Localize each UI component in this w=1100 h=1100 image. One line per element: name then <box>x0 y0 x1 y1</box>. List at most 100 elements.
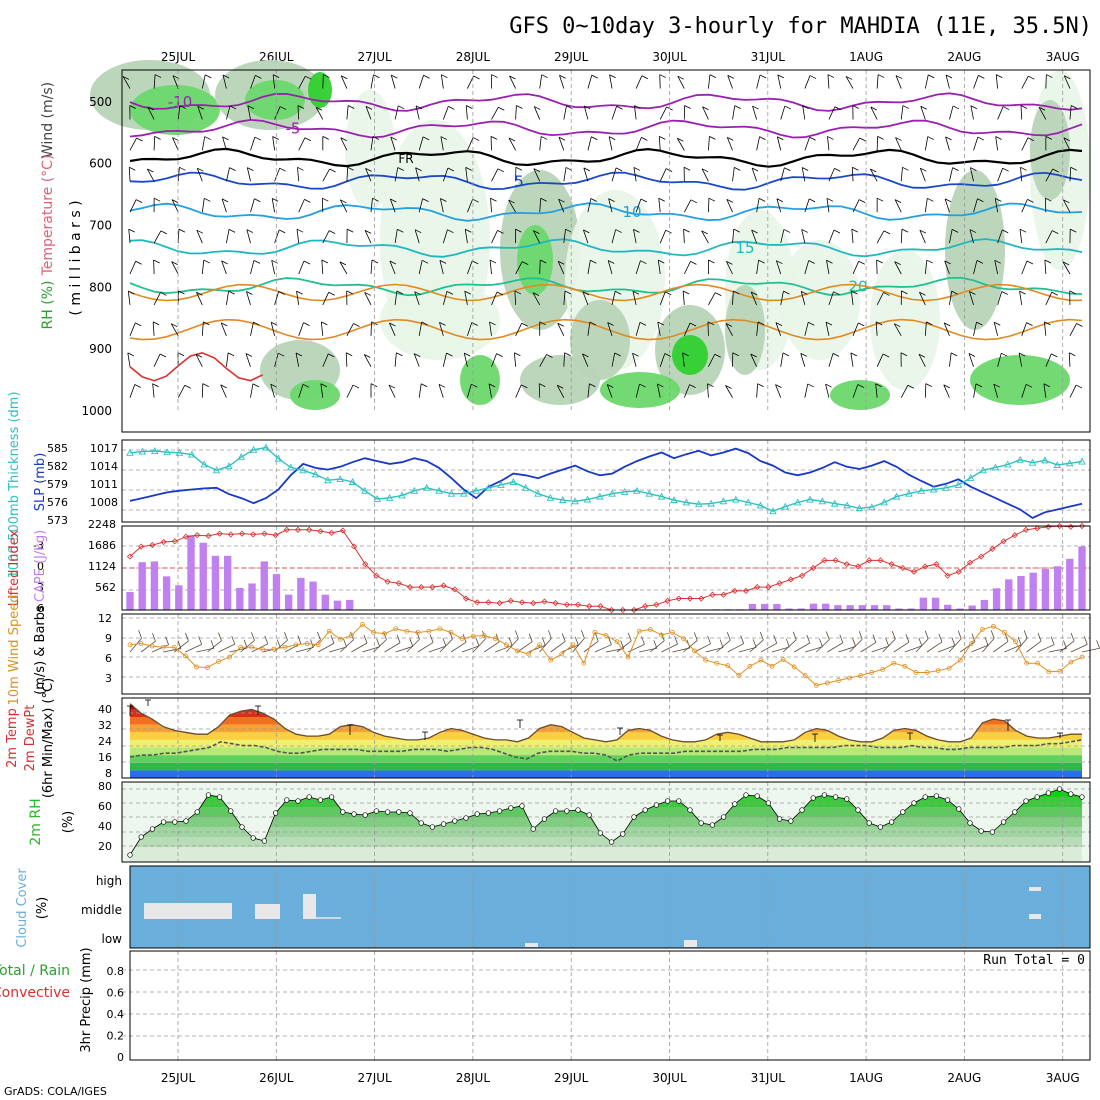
wind-barb <box>977 198 984 203</box>
wind-speed-point <box>1079 654 1085 660</box>
wind-barb <box>901 290 908 295</box>
date-tick-bottom: 1AUG <box>849 1071 883 1085</box>
wind-speed-point <box>205 665 210 670</box>
wind-barb <box>715 292 722 297</box>
wind-barb <box>340 137 347 142</box>
lifted-index-point <box>485 599 492 606</box>
wind-barb <box>945 74 950 89</box>
rh-point <box>552 808 559 814</box>
thickness-point <box>212 466 221 474</box>
wind-barb <box>608 198 613 213</box>
rh-point <box>172 819 178 825</box>
wind-barb <box>315 107 324 120</box>
date-tick-bottom: 31JUL <box>751 1071 786 1085</box>
wind-barb <box>473 75 480 80</box>
wind-barb <box>508 637 513 646</box>
wind-barb <box>1002 229 1009 234</box>
temperature-contour <box>129 118 1083 139</box>
wind-speed-point <box>238 644 244 650</box>
rh-point <box>295 798 301 804</box>
wind-barb <box>464 352 471 357</box>
wind-barb <box>773 635 778 644</box>
lifted-tick: 0 <box>37 560 44 573</box>
wind-barb <box>220 322 227 336</box>
precip-tick: 0.4 <box>107 1008 125 1021</box>
wind-barb <box>996 74 1003 78</box>
wind-barb <box>297 635 302 644</box>
wind-barb <box>858 322 865 327</box>
lifted-index-point <box>552 600 559 607</box>
wind-barb <box>245 353 253 357</box>
wind-barb <box>490 197 497 202</box>
lifted-index-point <box>238 530 246 537</box>
wind-barb <box>390 74 396 89</box>
wind-barb <box>583 640 599 653</box>
wind-barb <box>172 137 179 151</box>
wind-barb <box>882 353 890 358</box>
lifted-index-point <box>194 532 201 539</box>
wind-barb <box>340 199 347 204</box>
wind-barb <box>1020 166 1027 171</box>
lifted-index-point <box>541 598 548 605</box>
lifted-index-point <box>686 595 694 602</box>
wind-barb <box>969 291 976 295</box>
wind-barb <box>274 106 281 120</box>
wind-barb <box>497 230 504 234</box>
wind-speed-point <box>260 647 266 653</box>
lifted-index-point <box>944 572 951 579</box>
wind-barb <box>298 384 304 398</box>
cape-bar <box>968 605 976 610</box>
cloud-bar <box>1029 887 1041 891</box>
wind-speed-point <box>182 653 188 659</box>
wind-speed-point <box>581 660 587 666</box>
wind-barb <box>657 383 664 388</box>
thickness-point <box>324 476 332 484</box>
wind-barb <box>296 291 300 305</box>
wind-barb <box>919 230 926 244</box>
wind-barb <box>418 321 423 336</box>
cape-bar <box>284 594 293 610</box>
rh-shading <box>945 170 1005 330</box>
wind-barb <box>177 105 181 120</box>
wind-barb <box>303 260 311 265</box>
wind-barb <box>442 291 448 306</box>
wind-barb <box>682 352 685 367</box>
wind-barb <box>218 643 235 653</box>
wind-barb <box>129 322 136 336</box>
cape-bar <box>870 605 879 610</box>
wind-barb <box>750 291 758 296</box>
wind-barb <box>272 136 279 140</box>
rh-point <box>765 800 772 806</box>
wind-speed-point <box>802 673 808 678</box>
wind-barb <box>833 291 840 296</box>
thickness-point <box>991 463 1000 471</box>
wind-barb <box>1068 352 1071 367</box>
wind-barb <box>838 646 856 653</box>
wind-barb <box>839 634 844 643</box>
wind-barb <box>201 260 205 275</box>
wind-barb <box>406 638 420 653</box>
temp-tick: 16 <box>98 751 112 764</box>
wind-barb <box>641 75 648 80</box>
wind-barb <box>1076 323 1083 327</box>
wind-barb <box>409 638 414 647</box>
wind-barb <box>997 353 1002 367</box>
slp-tick: 1017 <box>90 442 118 455</box>
wind-barb <box>228 228 236 233</box>
wind-barb <box>317 631 321 641</box>
lifted-tick: 6 <box>37 602 44 615</box>
wind-barb <box>171 261 179 275</box>
cape-bar <box>907 608 915 610</box>
wind-barb <box>850 290 854 305</box>
wind-barb <box>532 292 541 306</box>
wind-barb <box>583 229 590 234</box>
wind-barb <box>128 167 131 182</box>
temp-band <box>130 762 1082 771</box>
wind-speed-point <box>614 639 620 645</box>
temp-band <box>130 747 1082 756</box>
wind-barb <box>540 259 547 264</box>
wind-barb <box>222 136 227 151</box>
wind-barb <box>153 259 160 264</box>
thickness-point <box>892 492 901 500</box>
wind-barb <box>756 383 759 398</box>
